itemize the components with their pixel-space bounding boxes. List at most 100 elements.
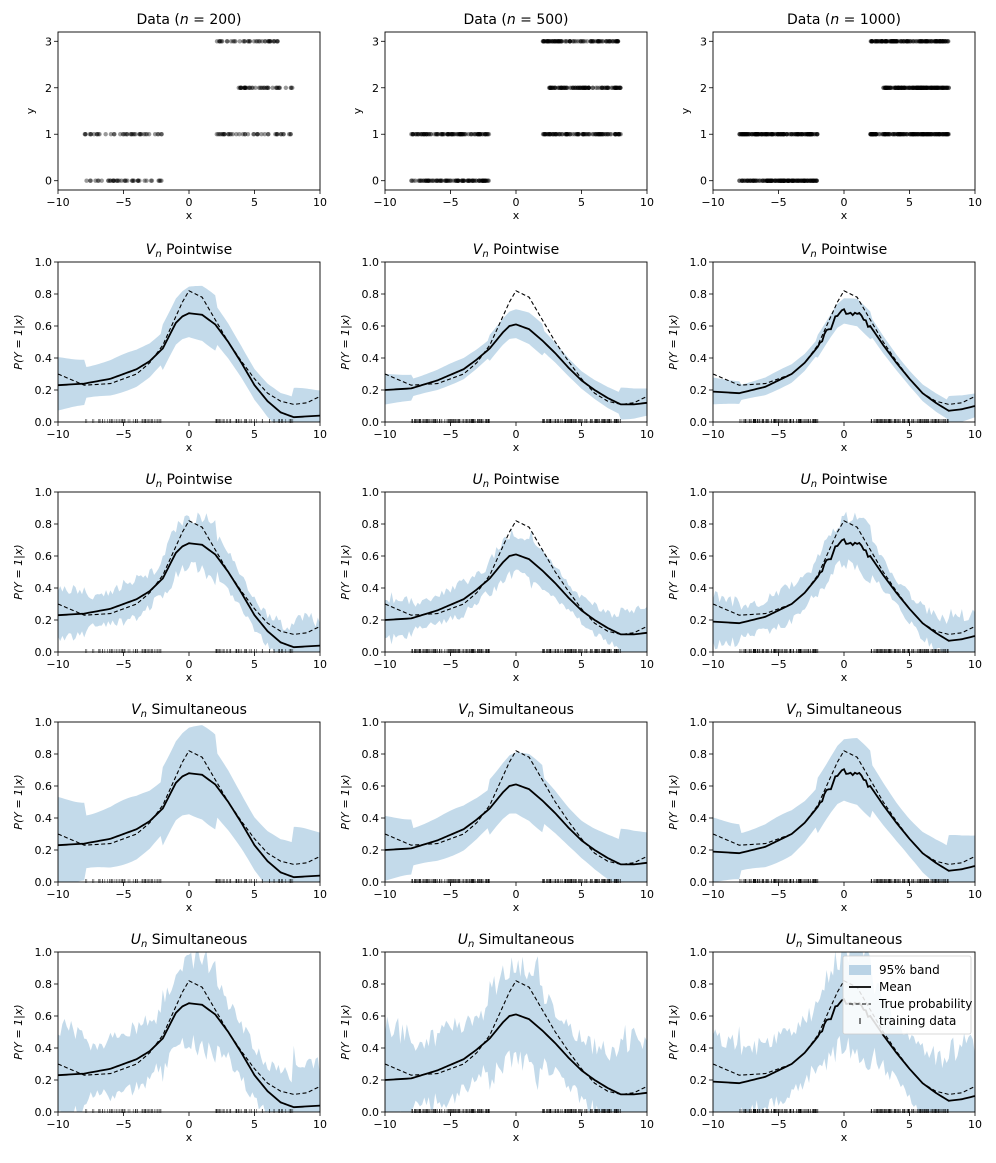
data-point xyxy=(256,39,262,44)
confidence-band xyxy=(58,285,320,422)
data-point xyxy=(812,178,817,183)
data-point xyxy=(255,39,260,44)
confidence-band xyxy=(385,529,647,652)
data-point xyxy=(615,132,621,137)
data-point xyxy=(276,85,281,90)
data-point xyxy=(413,178,418,183)
data-point xyxy=(769,178,774,183)
y-tick-label: 0.2 xyxy=(35,844,53,857)
y-tick-label: 1.0 xyxy=(35,486,53,499)
data-point xyxy=(426,178,431,183)
data-point xyxy=(451,132,457,137)
data-point xyxy=(224,39,230,44)
data-point xyxy=(766,132,771,137)
data-point xyxy=(804,132,810,137)
data-point xyxy=(807,178,812,183)
data-point xyxy=(438,178,443,183)
prob-panel-U_simultaneous-n500: −10 −5 0 5 10 0.0 0.2 0.4 0.6 0.8 1.0 x Un Simultane… xyxy=(339,932,654,1144)
data-point xyxy=(563,132,568,137)
data-point xyxy=(112,132,117,137)
data-point xyxy=(793,178,799,183)
data-point xyxy=(615,85,621,90)
data-point xyxy=(266,39,272,44)
data-point xyxy=(546,39,551,44)
data-point xyxy=(560,132,565,137)
data-point xyxy=(564,85,569,90)
data-point xyxy=(484,132,489,137)
data-point xyxy=(810,178,815,183)
data-point xyxy=(459,178,464,183)
data-point xyxy=(561,85,567,90)
data-point xyxy=(770,132,775,137)
data-point xyxy=(586,85,591,90)
data-point xyxy=(566,132,572,137)
data-point xyxy=(595,85,600,90)
data-point xyxy=(874,39,879,44)
data-point xyxy=(777,178,782,183)
data-point xyxy=(108,178,113,183)
data-point xyxy=(610,85,615,90)
data-point xyxy=(256,85,262,90)
data-point xyxy=(83,132,88,137)
data-point xyxy=(94,132,100,137)
y-tick-label: 0.0 xyxy=(35,646,53,659)
data-point xyxy=(580,39,586,44)
y-axis-label: P(Y = 1|x) xyxy=(667,544,680,599)
data-point xyxy=(615,39,620,44)
data-point xyxy=(553,132,559,137)
data-point xyxy=(549,85,554,90)
data-point xyxy=(800,132,806,137)
data-point xyxy=(459,132,465,137)
data-point xyxy=(551,39,556,44)
data-point xyxy=(420,132,425,137)
data-point xyxy=(409,178,414,183)
data-point xyxy=(466,132,471,137)
x-tick-label: 10 xyxy=(968,1118,982,1131)
data-point xyxy=(767,178,772,183)
data-point xyxy=(486,132,492,137)
data-point xyxy=(614,85,619,90)
y-tick-label: 2 xyxy=(372,82,379,95)
data-point xyxy=(596,132,602,137)
data-point xyxy=(110,178,116,183)
data-point xyxy=(543,39,548,44)
data-point xyxy=(596,39,601,44)
x-axis-label: x xyxy=(841,901,848,914)
data-point xyxy=(742,132,748,137)
data-point xyxy=(761,178,767,183)
data-point xyxy=(586,132,592,137)
data-point xyxy=(436,178,441,183)
data-point xyxy=(754,132,759,137)
data-point xyxy=(120,132,126,137)
data-point xyxy=(779,178,785,183)
data-point xyxy=(764,178,769,183)
data-point xyxy=(123,132,128,137)
y-tick-label: 0.4 xyxy=(690,582,708,595)
data-point xyxy=(245,132,251,137)
title-prefix: Data ( xyxy=(463,12,506,28)
title-label: Simultaneous xyxy=(802,702,902,718)
data-point xyxy=(811,178,816,183)
x-tick-label: 5 xyxy=(906,888,913,901)
y-tick-label: 0.8 xyxy=(35,288,53,301)
data-point xyxy=(616,132,621,137)
y-tick-label: 0.4 xyxy=(690,812,708,825)
data-point xyxy=(781,178,786,183)
data-point xyxy=(449,132,455,137)
data-point xyxy=(543,132,548,137)
data-point xyxy=(238,85,243,90)
data-point xyxy=(567,132,573,137)
x-tick-label: 10 xyxy=(640,1118,654,1131)
data-point xyxy=(546,85,552,90)
data-point xyxy=(611,39,616,44)
data-point xyxy=(754,132,759,137)
data-point xyxy=(445,132,450,137)
data-point xyxy=(787,178,792,183)
data-point xyxy=(228,39,234,44)
data-point xyxy=(614,39,620,44)
data-point xyxy=(741,178,747,183)
data-point xyxy=(569,85,574,90)
data-point xyxy=(549,132,554,137)
data-point xyxy=(543,39,549,44)
data-point xyxy=(778,178,784,183)
